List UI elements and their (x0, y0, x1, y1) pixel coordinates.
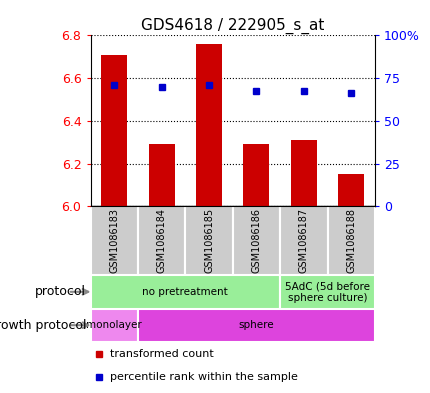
Bar (101, 55, 127, 206)
Text: GSM1086185: GSM1086185 (203, 208, 214, 273)
Bar (185, 206, 232, 275)
Text: no pretreatment: no pretreatment (142, 287, 227, 297)
Bar (196, 44, 221, 206)
Bar (232, 206, 280, 275)
Text: sphere: sphere (238, 320, 273, 330)
Bar (138, 309, 374, 342)
Text: protocol: protocol (35, 285, 86, 298)
Bar (90, 309, 138, 342)
Text: GSM1086184: GSM1086184 (156, 208, 166, 273)
Bar (243, 144, 269, 206)
Text: GSM1086187: GSM1086187 (298, 208, 308, 273)
Text: GSM1086186: GSM1086186 (251, 208, 261, 273)
Bar (138, 206, 185, 275)
Text: GSM1086188: GSM1086188 (345, 208, 356, 273)
Text: 5AdC (5d before
sphere culture): 5AdC (5d before sphere culture) (284, 281, 369, 303)
Bar (280, 206, 327, 275)
Bar (327, 206, 374, 275)
Title: GDS4618 / 222905_s_at: GDS4618 / 222905_s_at (141, 18, 324, 34)
Text: monolayer: monolayer (86, 320, 142, 330)
Bar (148, 144, 174, 206)
Bar (90, 206, 138, 275)
Bar (90, 275, 280, 309)
Text: GSM1086183: GSM1086183 (109, 208, 119, 273)
Text: transformed count: transformed count (110, 349, 214, 359)
Bar (290, 140, 316, 206)
Bar (280, 275, 374, 309)
Text: growth protocol: growth protocol (0, 319, 86, 332)
Bar (338, 174, 363, 206)
Text: percentile rank within the sample: percentile rank within the sample (110, 372, 298, 382)
